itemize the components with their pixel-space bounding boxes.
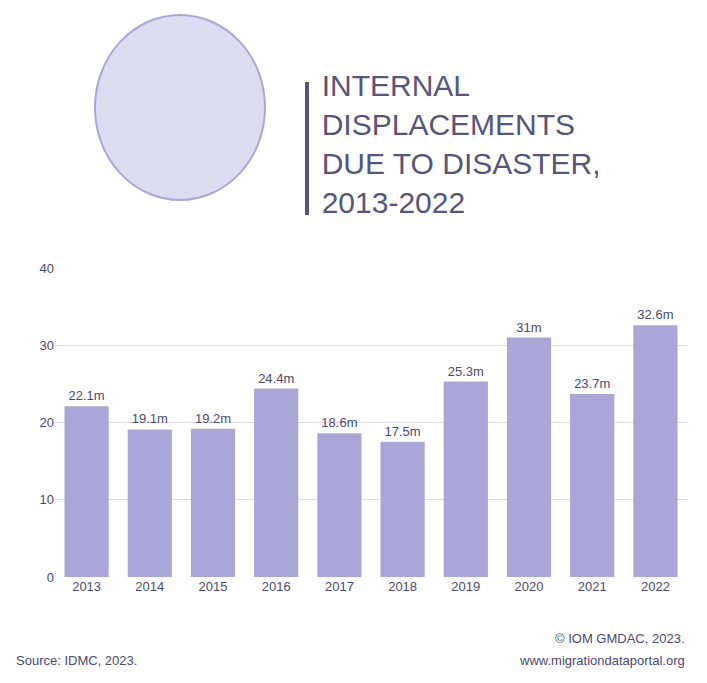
svg-text:INTERNALDISPLACEMENTSDUE TO DI: INTERNALDISPLACEMENTSDUE TO DISASTER,201… <box>322 69 601 219</box>
svg-text:www.migrationdataportal.org: www.migrationdataportal.org <box>519 653 685 668</box>
svg-text:2017: 2017 <box>325 579 354 594</box>
svg-text:30: 30 <box>40 338 54 353</box>
svg-text:0: 0 <box>47 570 54 585</box>
svg-text:23.7m: 23.7m <box>574 376 610 391</box>
svg-text:2015: 2015 <box>199 579 228 594</box>
svg-text:19.2m: 19.2m <box>195 411 231 426</box>
svg-text:© IOM GMDAC, 2023.: © IOM GMDAC, 2023. <box>555 631 685 646</box>
svg-text:25.3m: 25.3m <box>448 364 484 379</box>
svg-text:2016: 2016 <box>262 579 291 594</box>
svg-text:2021: 2021 <box>578 579 607 594</box>
svg-text:22.1m: 22.1m <box>69 388 105 403</box>
svg-text:32.6m: 32.6m <box>637 307 673 322</box>
svg-text:2018: 2018 <box>388 579 417 594</box>
svg-text:20: 20 <box>40 415 54 430</box>
svg-text:2022: 2022 <box>641 579 670 594</box>
svg-text:31m: 31m <box>516 320 541 335</box>
svg-text:10: 10 <box>40 492 54 507</box>
svg-text:2020: 2020 <box>515 579 544 594</box>
svg-text:17.5m: 17.5m <box>385 424 421 439</box>
svg-text:2013: 2013 <box>72 579 101 594</box>
svg-text:40: 40 <box>40 261 54 276</box>
svg-text:19.1m: 19.1m <box>132 411 168 426</box>
svg-text:18.6m: 18.6m <box>321 415 357 430</box>
svg-text:2014: 2014 <box>135 579 164 594</box>
svg-text:24.4m: 24.4m <box>258 371 294 386</box>
svg-text:Source: IDMC, 2023.: Source: IDMC, 2023. <box>16 653 137 668</box>
svg-text:2019: 2019 <box>451 579 480 594</box>
